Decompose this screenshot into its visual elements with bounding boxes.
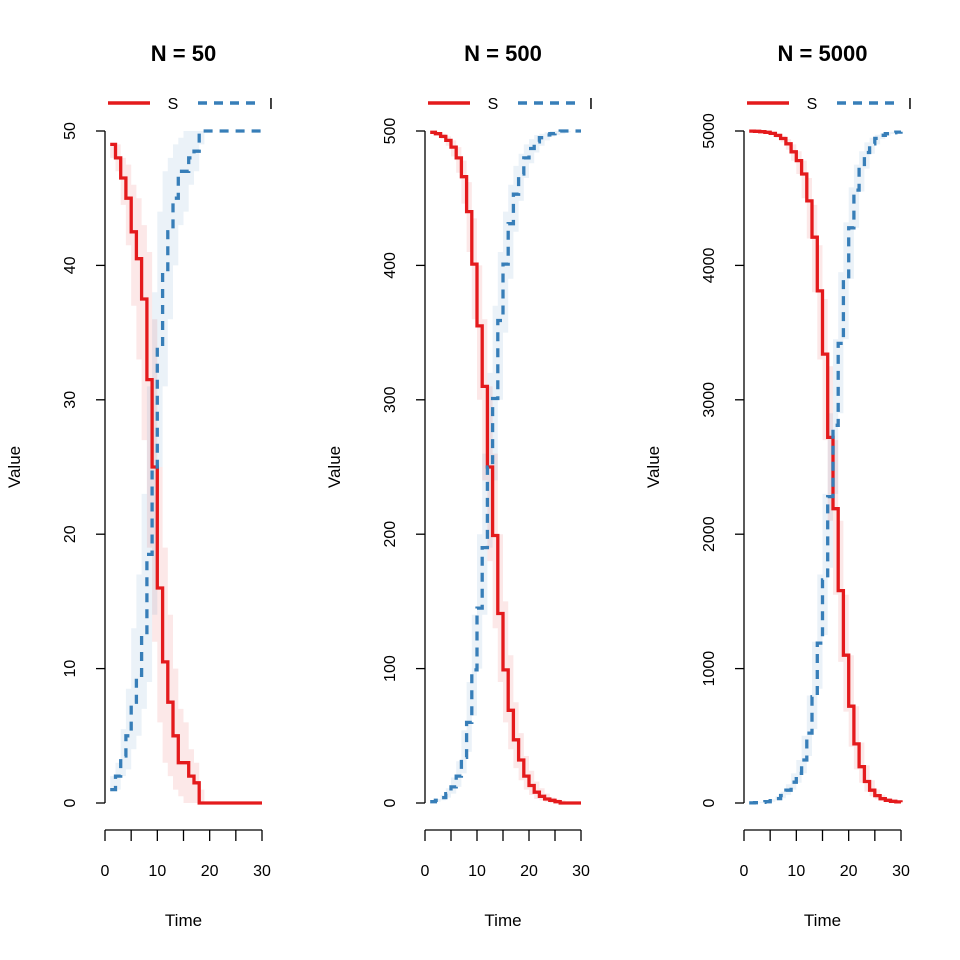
x-tick-label: 10 (787, 863, 805, 880)
x-tick-label: 30 (892, 863, 910, 880)
series-line-i (749, 130, 903, 805)
y-tick-label: 40 (62, 256, 79, 274)
y-tick-label: 200 (382, 521, 399, 548)
y-tick-label: 5000 (701, 113, 718, 149)
y-tick-label: 10 (62, 660, 79, 678)
series-line-i (110, 129, 262, 792)
y-tick-label: 500 (382, 118, 399, 145)
y-tick-label: 2000 (701, 516, 718, 552)
band-i (749, 131, 901, 804)
y-axis-label: Value (5, 446, 24, 488)
x-axis: 0 10 20 30 Time (740, 829, 910, 930)
y-tick-label: 3000 (701, 382, 718, 418)
y-tick-label: 400 (382, 252, 399, 279)
x-axis: 0 10 20 30 Time (101, 829, 271, 930)
x-tick-label: 20 (201, 863, 219, 880)
legend-label-i: I (269, 96, 273, 113)
y-tick-label: 20 (62, 525, 79, 543)
y-axis: 0 10 20 30 40 50 Value (5, 122, 106, 807)
band-i (110, 131, 262, 790)
series-line-s (749, 129, 903, 804)
x-tick-label: 20 (840, 863, 858, 880)
x-axis: 0 10 20 30 Time (421, 829, 590, 930)
panel-title: N = 50 (151, 41, 216, 66)
legend-label-s: S (488, 96, 499, 113)
x-axis-label: Time (484, 911, 521, 930)
panel-title: N = 5000 (778, 41, 868, 66)
y-axis-label: Value (325, 446, 344, 488)
y-tick-label: 0 (701, 798, 718, 807)
x-tick-label: 10 (148, 863, 166, 880)
series-line-i (430, 129, 581, 804)
series-line-s (430, 130, 581, 805)
legend-label-i: I (589, 96, 593, 113)
y-axis-label: Value (644, 446, 663, 488)
x-tick-label: 0 (740, 863, 749, 880)
y-tick-label: 1000 (701, 651, 718, 687)
series-line-s (110, 142, 262, 805)
band-s (749, 131, 901, 803)
y-tick-label: 0 (382, 798, 399, 807)
y-tick-label: 0 (62, 798, 79, 807)
y-axis: 0 1000 2000 3000 4000 5000 Value (644, 113, 745, 807)
legend-label-s: S (807, 96, 818, 113)
legend-label-i: I (908, 96, 912, 113)
x-axis-label: Time (165, 911, 202, 930)
panel-title: N = 500 (464, 41, 542, 66)
x-tick-label: 10 (468, 863, 486, 880)
y-axis: 0 100 200 300 400 500 Value (325, 118, 426, 807)
legend-label-s: S (168, 96, 179, 113)
x-tick-label: 30 (572, 863, 590, 880)
y-tick-label: 50 (62, 122, 79, 140)
x-axis-label: Time (804, 911, 841, 930)
x-tick-label: 20 (520, 863, 538, 880)
y-tick-label: 300 (382, 386, 399, 413)
x-tick-label: 30 (253, 863, 271, 880)
y-tick-label: 30 (62, 391, 79, 409)
y-tick-label: 4000 (701, 248, 718, 284)
x-tick-label: 0 (421, 863, 430, 880)
y-tick-label: 100 (382, 655, 399, 682)
x-tick-label: 0 (101, 863, 110, 880)
